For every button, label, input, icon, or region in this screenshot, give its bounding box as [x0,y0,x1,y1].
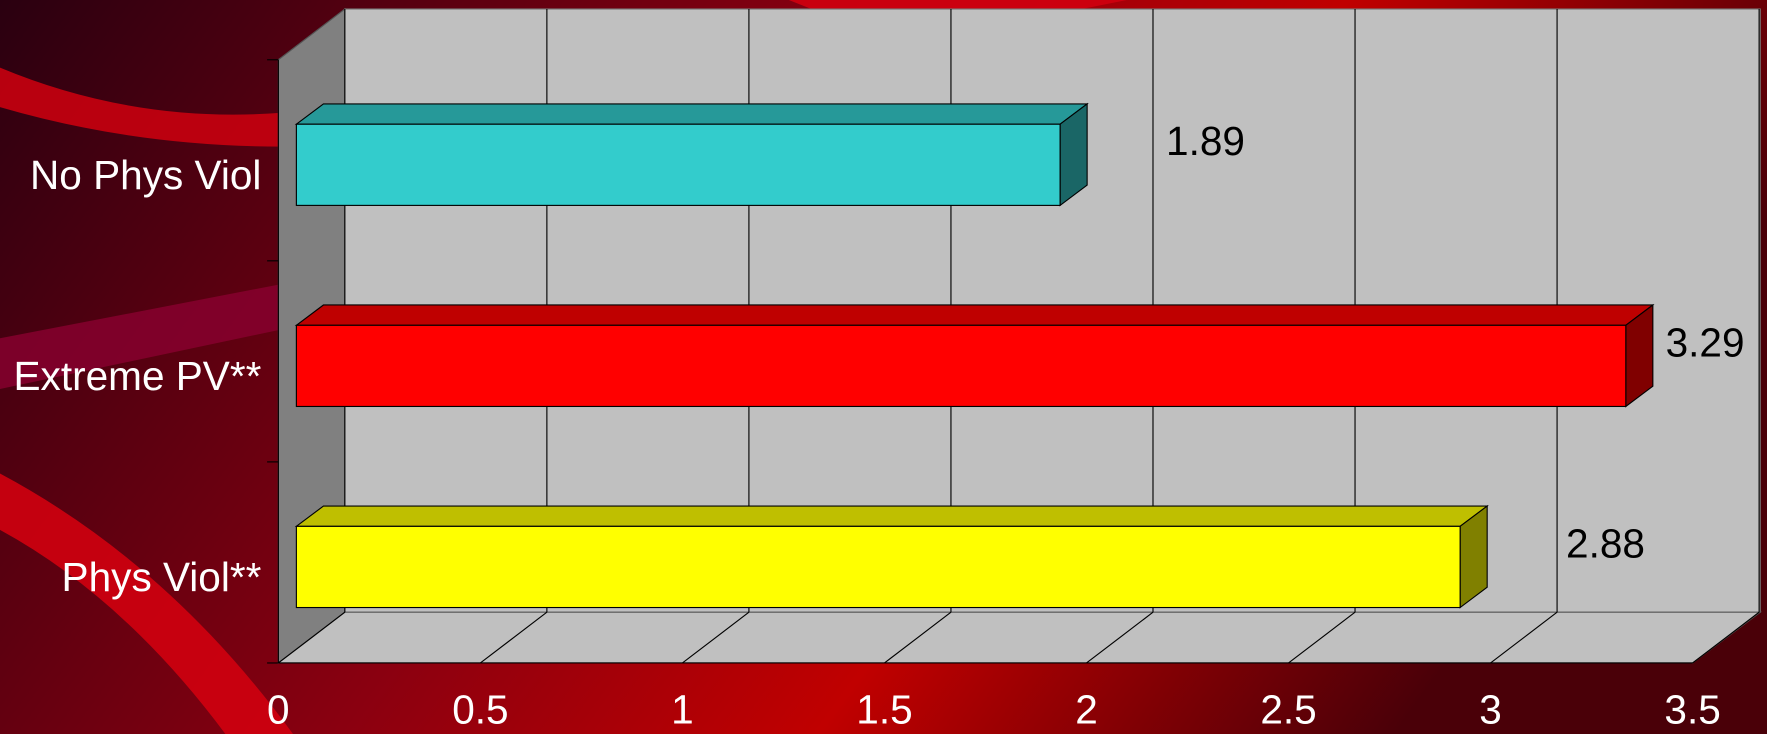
swoosh [789,0,1127,9]
chart: 0 0.5 1 1.5 2 2.5 3 3.5 1.89 No Phys Viol 3.29 Extr… [0,0,1767,734]
x-tick-label: 2 [1075,686,1098,732]
floor [278,612,1760,663]
x-tick-label: 1.5 [856,686,912,732]
value-label: 2.88 [1566,520,1645,566]
y-tick-label: Phys Viol** [62,554,262,600]
x-tick-label: 3 [1479,686,1502,732]
x-tick-label: 2.5 [1260,686,1316,732]
y-tick-label: Extreme PV** [14,353,262,399]
y-tick-label: No Phys Viol [30,152,261,198]
value-label: 1.89 [1166,118,1245,164]
page: 0 0.5 1 1.5 2 2.5 3 3.5 1.89 No Phys Viol 3.29 Extr… [0,0,1767,734]
x-tick-label: 3.5 [1664,686,1720,732]
bar-top [296,506,1487,526]
x-tick-label: 0 [267,686,290,732]
bar [296,325,1625,406]
bar [296,124,1060,205]
value-label: 3.29 [1666,319,1745,365]
bar [296,526,1460,607]
x-tick-label: 1 [671,686,694,732]
x-tick-label: 0.5 [452,686,508,732]
bar-top [296,305,1652,325]
bar-top [296,104,1087,124]
